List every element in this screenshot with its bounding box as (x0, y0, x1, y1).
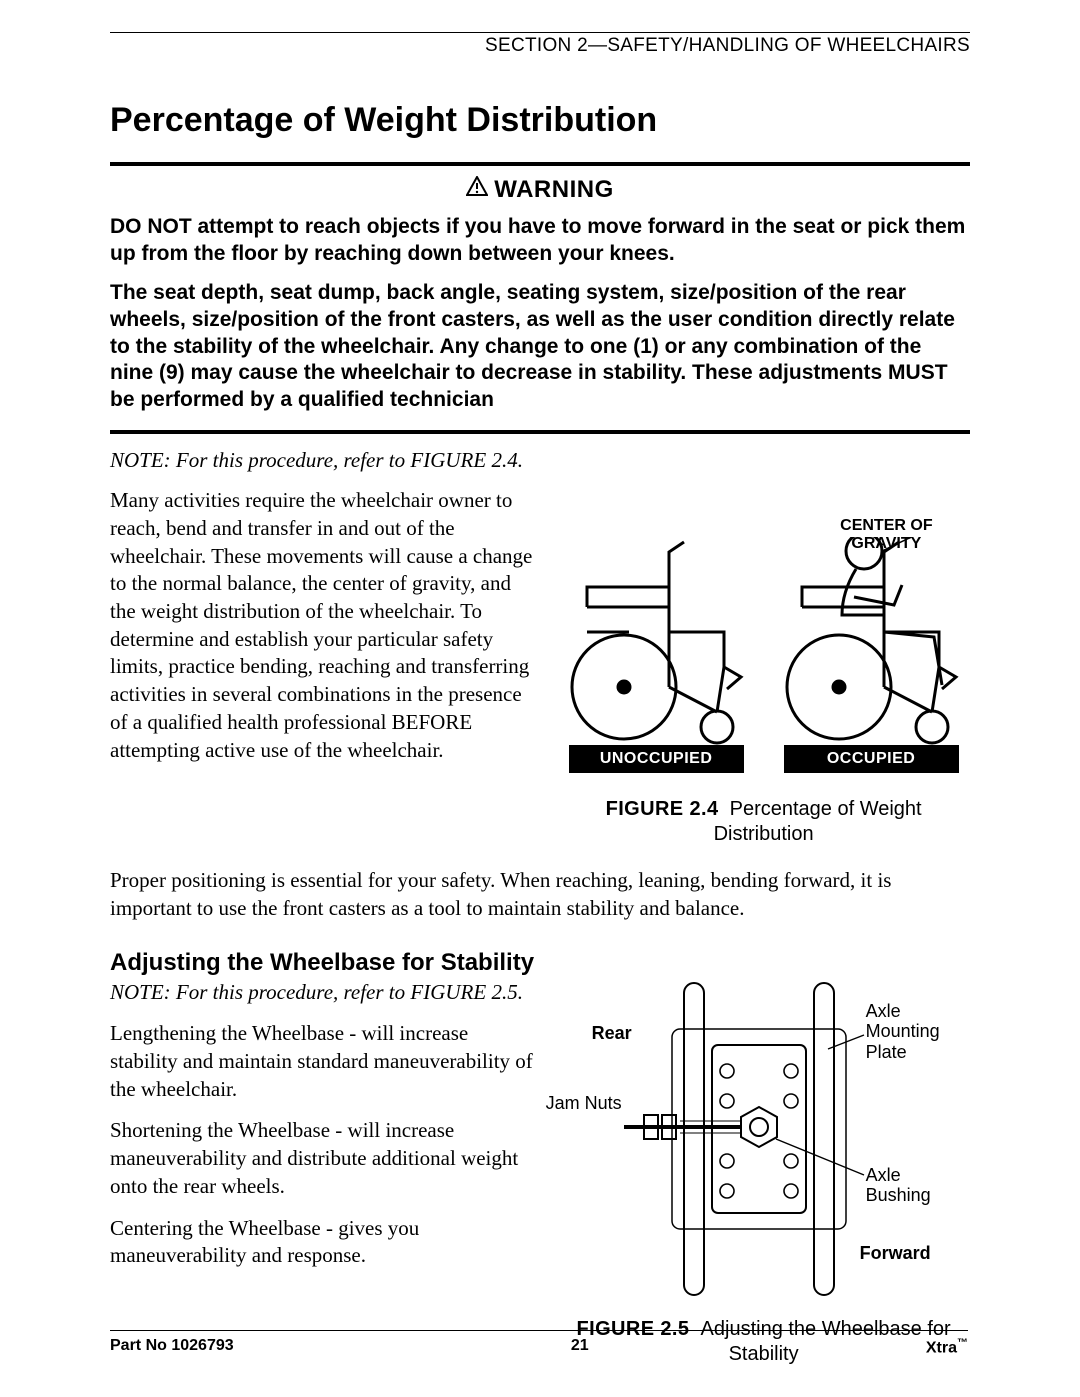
warning-heading-text: WARNING (494, 176, 614, 203)
warning-box: WARNING DO NOT attempt to reach objects … (110, 162, 970, 434)
wheelbase-p3: Centering the Wheelbase - gives you mane… (110, 1215, 533, 1270)
subheading: Adjusting the Wheelbase for Stability (110, 949, 970, 977)
top-rule (110, 32, 970, 33)
figure-2-4-diagram: CENTER OF GRAVITY (569, 487, 959, 787)
row-fig24: Many activities require the wheelchair o… (110, 487, 970, 847)
warning-p1: DO NOT attempt to reach objects if you h… (110, 214, 970, 268)
figure-2-4-num: FIGURE 2.4 (606, 798, 719, 820)
figure-2-4-caption: FIGURE 2.4 Percentage of Weight Distribu… (557, 797, 970, 847)
body-para-1: Many activities require the wheelchair o… (110, 487, 533, 764)
warning-p2: The seat depth, seat dump, back angle, s… (110, 280, 970, 414)
wheelchair-unoccupied (569, 537, 744, 747)
label-axle-plate-l2: Mounting (866, 1021, 940, 1041)
row-fig25: NOTE: For this procedure, refer to FIGUR… (110, 979, 970, 1367)
section-header: SECTION 2—SAFETY/HANDLING OF WHEELCHAIRS (110, 35, 970, 57)
warning-body: DO NOT attempt to reach objects if you h… (110, 214, 970, 414)
footer-page: 21 (571, 1337, 589, 1357)
wheelbase-p2: Shortening the Wheelbase - will increase… (110, 1117, 533, 1200)
label-rear: Rear (592, 1023, 632, 1044)
label-axle-plate-l3: Plate (866, 1042, 907, 1062)
body-para-2: Proper positioning is essential for your… (110, 867, 970, 922)
label-axle-bushing: Axle Bushing (866, 1165, 964, 1206)
footer-brand: Xtra™ (926, 1337, 968, 1357)
note-1: NOTE: For this procedure, refer to FIGUR… (110, 448, 970, 473)
label-forward: Forward (860, 1243, 931, 1264)
footer-part: Part No 1026793 (110, 1337, 234, 1357)
label-axle-plate-l1: Axle (866, 1001, 901, 1021)
figure-2-4-labels: UNOCCUPIED OCCUPIED (569, 745, 959, 773)
label-jam-nuts: Jam Nuts (544, 1093, 622, 1114)
wheelchair-occupied (784, 537, 959, 747)
wheelbase-p1: Lengthening the Wheelbase - will increas… (110, 1020, 533, 1103)
label-unoccupied: UNOCCUPIED (569, 745, 744, 773)
figure-2-4: CENTER OF GRAVITY (557, 487, 970, 847)
warning-heading: WARNING (110, 176, 970, 204)
body-para-1-col: Many activities require the wheelchair o… (110, 487, 533, 778)
label-occupied: OCCUPIED (784, 745, 959, 773)
note-2: NOTE: For this procedure, refer to FIGUR… (110, 979, 533, 1007)
label-axle-plate: Axle Mounting Plate (866, 1001, 940, 1063)
page-footer: Part No 1026793 21 Xtra™ (110, 1330, 968, 1357)
warning-icon (466, 176, 488, 202)
wheelbase-text-col: NOTE: For this procedure, refer to FIGUR… (110, 979, 533, 1284)
page-title: Percentage of Weight Distribution (110, 101, 970, 140)
figure-2-5-diagram: Rear Jam Nuts Axle Mounting Plate Axle B… (564, 979, 964, 1299)
figure-2-4-text: Percentage of Weight Distribution (714, 798, 922, 845)
footer-rule (110, 1330, 968, 1331)
figure-2-5: Rear Jam Nuts Axle Mounting Plate Axle B… (557, 979, 970, 1367)
cog-label-l1: CENTER OF (840, 517, 932, 534)
